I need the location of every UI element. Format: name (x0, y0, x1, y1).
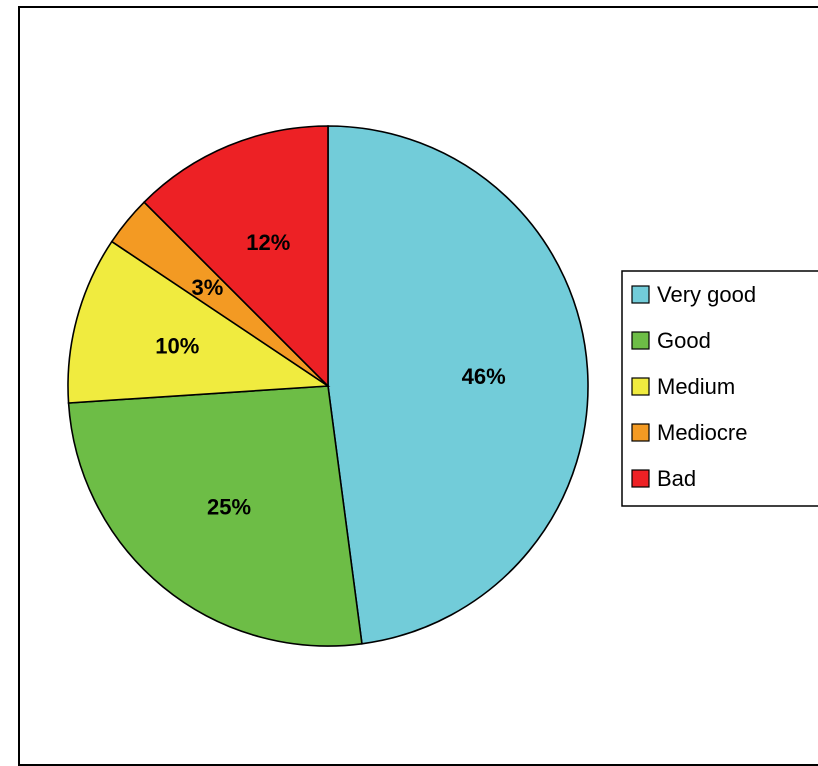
slice-label-medium: 10% (155, 334, 199, 359)
pie-slices (67, 125, 589, 647)
legend-box (621, 270, 818, 507)
legend-swatch-very-good (631, 285, 650, 304)
legend-swatch-mediocre (631, 423, 650, 442)
legend-label-mediocre: Mediocre (657, 420, 747, 445)
pie-slice-very-good (327, 125, 589, 645)
pie-slice-bad (143, 125, 329, 388)
legend-label-good: Good (657, 328, 711, 353)
legend-label-very-good: Very good (657, 282, 756, 307)
legend-label-medium: Medium (657, 374, 735, 399)
slice-label-good: 25% (207, 495, 251, 520)
pie-slice-good (67, 385, 363, 647)
slice-label-mediocre: 3% (192, 275, 224, 300)
slice-labels: 46% 25% 10% 3% 12% (155, 230, 505, 520)
legend-swatch-bad (631, 469, 650, 488)
legend-label-bad: Bad (657, 466, 696, 491)
legend-swatch-good (631, 331, 650, 350)
pie-slice-medium (67, 240, 331, 404)
slice-label-bad: 12% (246, 230, 290, 255)
legend-swatch-medium (631, 377, 650, 396)
legend: Very good Good Medium Mediocre Bad (621, 270, 818, 507)
slice-label-very-good: 46% (462, 364, 506, 389)
